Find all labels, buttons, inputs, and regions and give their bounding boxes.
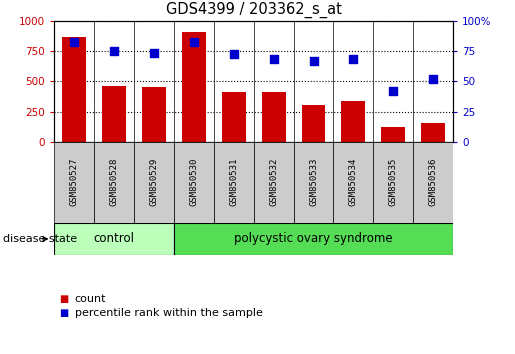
Text: control: control [93,233,134,245]
Text: GSM850531: GSM850531 [229,158,238,206]
Point [70,39,78,45]
Text: GSM850528: GSM850528 [110,158,118,206]
Bar [262,92,285,142]
Bar [381,127,405,142]
Text: GSM850532: GSM850532 [269,158,278,206]
Bar [302,105,325,142]
Text: disease state: disease state [3,234,77,244]
Text: GSM850535: GSM850535 [389,158,398,206]
Text: GSM850527: GSM850527 [70,158,78,206]
Text: GSM850533: GSM850533 [309,158,318,206]
Bar [373,142,413,223]
Bar [174,223,453,255]
Bar [421,123,445,142]
Bar [182,32,206,142]
Bar [142,87,166,142]
Text: GSM850534: GSM850534 [349,158,358,206]
Point [349,56,357,61]
Bar [294,142,334,223]
Bar [134,142,174,223]
Point [110,48,118,54]
Bar [102,86,126,142]
Bar [214,142,253,223]
Text: polycystic ovary syndrome: polycystic ovary syndrome [234,233,393,245]
Text: percentile rank within the sample: percentile rank within the sample [75,308,263,318]
Point [269,56,278,61]
Text: GSM850536: GSM850536 [429,158,438,206]
Bar [253,142,294,223]
Point [429,76,437,82]
Text: GSM850530: GSM850530 [190,158,198,206]
Bar [174,142,214,223]
Text: GSM850529: GSM850529 [149,158,158,206]
Bar [413,142,453,223]
Bar [54,142,94,223]
Point [230,51,238,57]
Bar [334,142,373,223]
Bar [94,142,134,223]
Bar [54,223,174,255]
Point [190,39,198,45]
Bar [221,92,246,142]
Point [389,88,398,94]
Title: GDS4399 / 203362_s_at: GDS4399 / 203362_s_at [166,2,341,18]
Text: ■: ■ [59,294,68,304]
Point [310,58,318,64]
Text: count: count [75,294,106,304]
Bar [341,101,365,142]
Text: ■: ■ [59,308,68,318]
Bar [62,37,86,142]
Point [150,50,158,55]
